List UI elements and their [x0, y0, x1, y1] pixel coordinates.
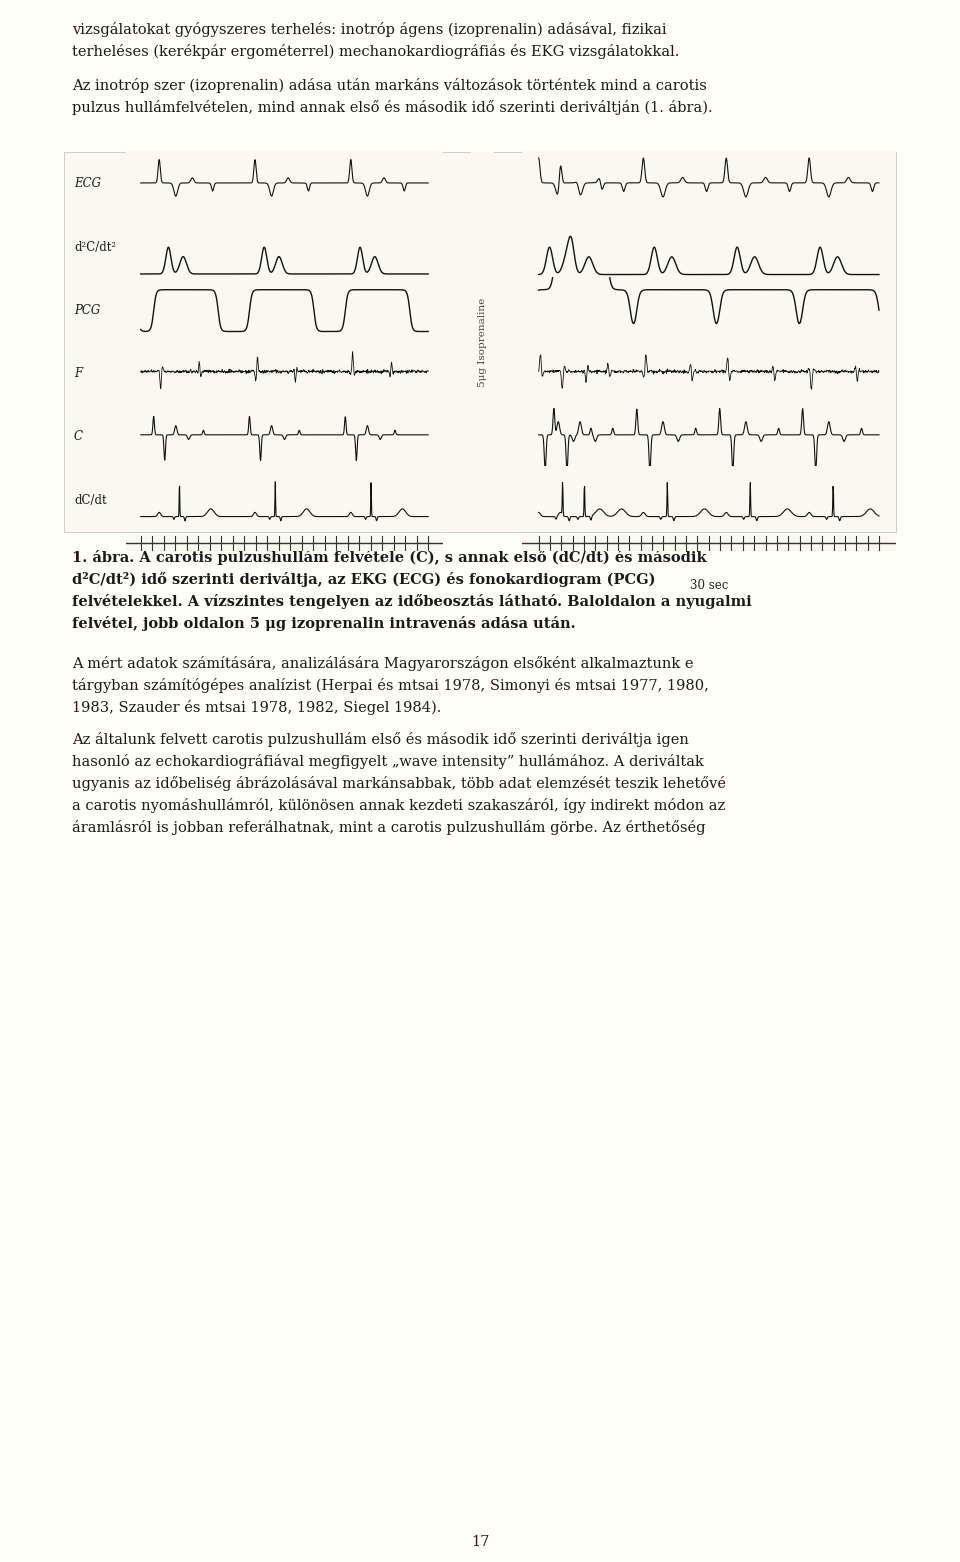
FancyBboxPatch shape [64, 152, 896, 533]
Text: A mért adatok számítására, analizálására Magyarországon elsőként alkalmaztunk e: A mért adatok számítására, analizálására… [72, 656, 693, 672]
Text: tárgyban számítógépes analízist (Herpai és mtsai 1978, Simonyi és mtsai 1977, 19: tárgyban számítógépes analízist (Herpai … [72, 678, 708, 694]
Text: 17: 17 [470, 1535, 490, 1550]
Text: 5μg Isoprenaline: 5μg Isoprenaline [477, 297, 487, 387]
Text: 30 sec: 30 sec [689, 580, 728, 592]
Text: d²C/dt²) idő szerinti deriváltja, az EKG (ECG) és fonokardiogram (PCG): d²C/dt²) idő szerinti deriváltja, az EKG… [72, 572, 656, 587]
Text: 1. ábra. A carotis pulzushullám felvétele (C), s annak első (dC/dt) és második: 1. ábra. A carotis pulzushullám felvétel… [72, 550, 707, 565]
Text: dC/dt: dC/dt [74, 494, 107, 506]
Text: pulzus hullámfelvételen, mind annak első és második idő szerinti deriváltján (1.: pulzus hullámfelvételen, mind annak első… [72, 100, 712, 116]
Text: F: F [74, 367, 83, 380]
Text: vizsgálatokat gyógyszeres terhelés: inotróp ágens (izoprenalin) adásával, fizika: vizsgálatokat gyógyszeres terhelés: inot… [72, 22, 666, 37]
Text: ECG: ECG [74, 177, 101, 191]
Text: a carotis nyomáshullámról, különösen annak kezdeti szakaszáról, így indirekt mód: a carotis nyomáshullámról, különösen ann… [72, 798, 725, 812]
Text: terheléses (kerékpár ergométerrel) mechanokardiográfiás és EKG vizsgálatokkal.: terheléses (kerékpár ergométerrel) mecha… [72, 44, 680, 59]
Text: áramlásról is jobban referálhatnak, mint a carotis pulzushullám görbe. Az érthet: áramlásról is jobban referálhatnak, mint… [72, 820, 706, 836]
Text: 1983, Szauder és mtsai 1978, 1982, Siegel 1984).: 1983, Szauder és mtsai 1978, 1982, Siege… [72, 700, 442, 715]
Text: Az általunk felvett carotis pulzushullám első és második idő szerinti deriváltja: Az általunk felvett carotis pulzushullám… [72, 733, 689, 747]
Text: PCG: PCG [74, 305, 100, 317]
Text: felvétel, jobb oldalon 5 μg izoprenalin intravenás adása után.: felvétel, jobb oldalon 5 μg izoprenalin … [72, 615, 576, 631]
Text: felvételekkel. A vízszintes tengelyen az időbeosztás látható. Baloldalon a nyuga: felvételekkel. A vízszintes tengelyen az… [72, 594, 752, 609]
Text: ugyanis az időbeliség ábrázolásával markánsabbak, több adat elemzését teszik leh: ugyanis az időbeliség ábrázolásával mark… [72, 776, 726, 790]
Text: d²C/dt²: d²C/dt² [74, 241, 116, 253]
Text: hasonló az echokardiográfiával megfigyelt „wave intensity” hullámához. A derivál: hasonló az echokardiográfiával megfigyel… [72, 754, 704, 769]
Text: C: C [74, 431, 83, 444]
Text: Az inotróp szer (izoprenalin) adása után markáns változások történtek mind a car: Az inotróp szer (izoprenalin) adása után… [72, 78, 707, 94]
